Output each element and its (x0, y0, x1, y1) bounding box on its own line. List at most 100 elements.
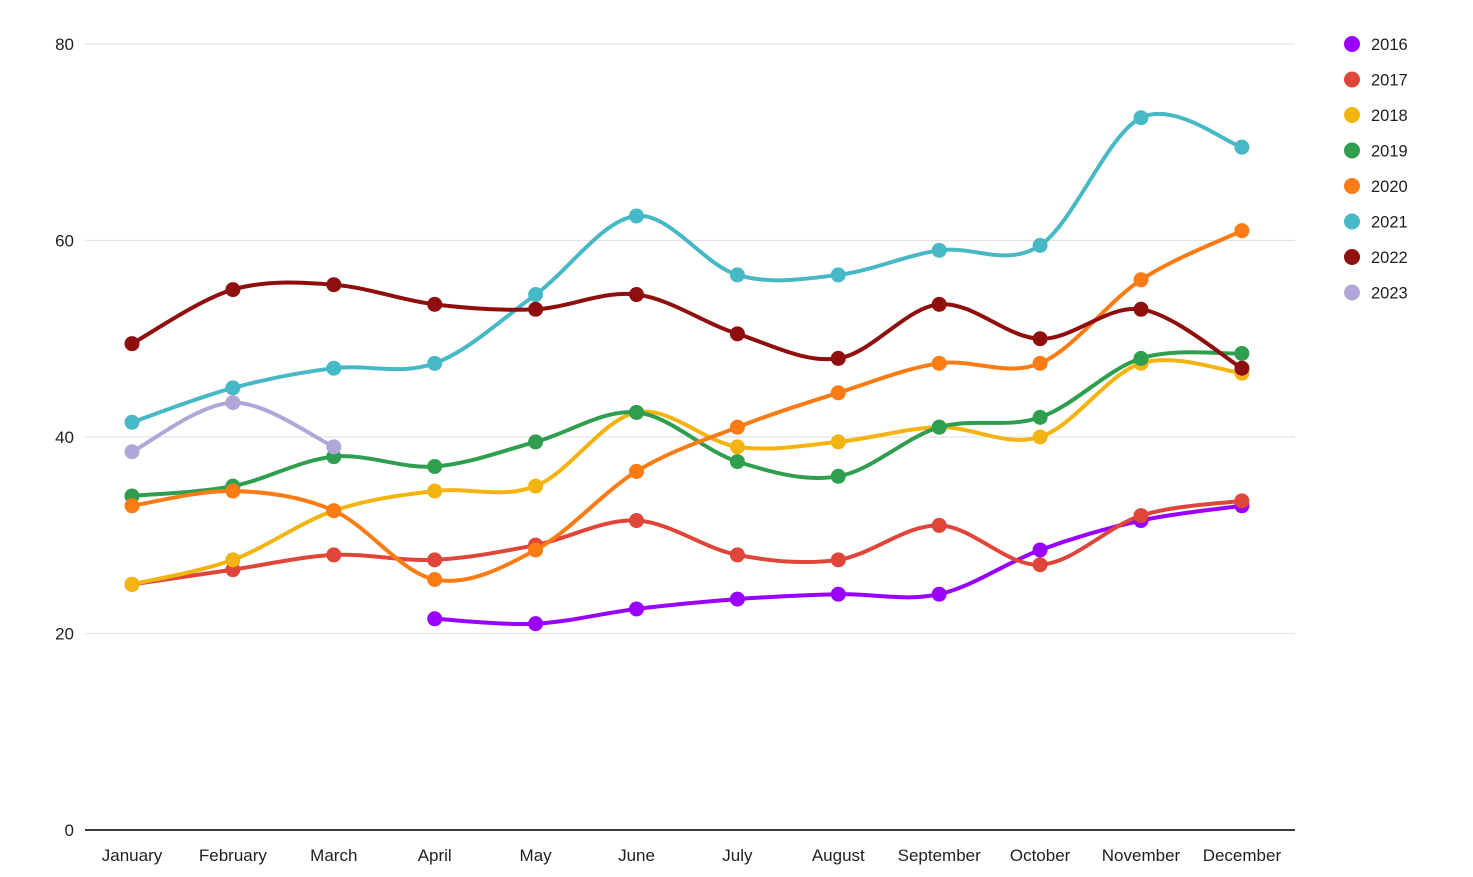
data-point-2019-april[interactable] (427, 458, 443, 474)
data-point-2022-october[interactable] (1032, 331, 1048, 347)
data-point-2020-november[interactable] (1133, 272, 1149, 288)
data-point-2019-may[interactable] (528, 434, 544, 450)
legend-item-2023[interactable]: 2023 (1344, 284, 1408, 303)
data-point-2021-january[interactable] (124, 414, 140, 430)
data-point-2021-october[interactable] (1032, 237, 1048, 253)
legend-item-2019[interactable]: 2019 (1344, 142, 1408, 161)
data-point-2017-september[interactable] (931, 517, 947, 533)
legend-item-2021[interactable]: 2021 (1344, 213, 1408, 232)
data-point-2019-october[interactable] (1032, 409, 1048, 425)
data-point-2017-april[interactable] (427, 552, 443, 568)
data-point-2022-september[interactable] (931, 296, 947, 312)
data-point-2021-july[interactable] (729, 267, 745, 283)
data-point-2019-november[interactable] (1133, 350, 1149, 366)
legend-label-2023: 2023 (1371, 285, 1408, 303)
x-tick-label-october: October (1010, 846, 1071, 865)
data-point-2016-june[interactable] (629, 601, 644, 617)
x-tick-label-march: March (310, 846, 357, 865)
data-point-2017-august[interactable] (830, 552, 846, 568)
y-tick-label: 80 (55, 35, 74, 54)
data-point-2020-march[interactable] (326, 503, 342, 519)
data-point-2018-october[interactable] (1032, 429, 1048, 445)
legend-swatch-2022 (1344, 249, 1360, 265)
data-point-2018-january[interactable] (124, 576, 140, 592)
data-point-2022-november[interactable] (1133, 301, 1149, 317)
y-tick-label: 20 (55, 625, 74, 644)
data-point-2018-august[interactable] (830, 434, 846, 450)
data-point-2018-april[interactable] (427, 483, 443, 499)
data-point-2020-may[interactable] (528, 542, 544, 558)
data-point-2016-april[interactable] (427, 611, 443, 627)
data-point-2016-may[interactable] (528, 616, 544, 632)
legend-label-2016: 2016 (1371, 36, 1408, 54)
data-point-2020-december[interactable] (1234, 223, 1250, 239)
data-point-2020-april[interactable] (427, 571, 443, 587)
data-point-2020-august[interactable] (830, 385, 846, 401)
data-point-2018-may[interactable] (528, 478, 544, 494)
data-point-2020-october[interactable] (1032, 355, 1048, 371)
data-point-2023-february[interactable] (225, 395, 241, 411)
data-point-2020-february[interactable] (225, 483, 241, 499)
data-point-2022-may[interactable] (528, 301, 544, 317)
data-point-2019-june[interactable] (629, 404, 644, 420)
data-point-2022-march[interactable] (326, 277, 342, 293)
legend-item-2016[interactable]: 2016 (1344, 36, 1408, 54)
data-point-2019-september[interactable] (931, 419, 947, 435)
data-point-2021-march[interactable] (326, 360, 342, 376)
data-point-2020-june[interactable] (629, 463, 644, 479)
data-point-2022-december[interactable] (1234, 360, 1250, 376)
data-point-2021-december[interactable] (1234, 139, 1250, 155)
x-tick-label-june: June (618, 846, 655, 865)
data-point-2020-january[interactable] (124, 498, 140, 514)
data-point-2021-april[interactable] (427, 355, 443, 371)
data-point-2020-july[interactable] (729, 419, 745, 435)
data-point-2023-march[interactable] (326, 439, 342, 455)
legend-item-2018[interactable]: 2018 (1344, 107, 1408, 125)
data-point-2018-july[interactable] (729, 439, 745, 455)
data-point-2022-august[interactable] (830, 350, 846, 366)
data-point-2021-november[interactable] (1133, 110, 1149, 126)
data-point-2019-august[interactable] (830, 468, 846, 484)
series-line-2017 (130, 498, 1244, 587)
data-point-2016-october[interactable] (1032, 542, 1048, 558)
legend-item-2020[interactable]: 2020 (1344, 178, 1408, 196)
legend-swatch-2017 (1344, 71, 1360, 88)
data-point-2022-july[interactable] (729, 326, 745, 342)
data-point-2016-august[interactable] (830, 586, 846, 602)
y-tick-label: 60 (55, 232, 74, 251)
data-point-2019-july[interactable] (729, 454, 745, 470)
data-point-2023-january[interactable] (124, 444, 140, 460)
x-tick-label-july: July (722, 846, 753, 865)
legend-swatch-2020 (1344, 178, 1360, 194)
data-point-2022-april[interactable] (427, 296, 443, 312)
data-point-2021-september[interactable] (931, 242, 947, 258)
data-point-2016-july[interactable] (729, 591, 745, 607)
data-point-2016-september[interactable] (931, 586, 947, 602)
data-point-2022-june[interactable] (629, 287, 644, 303)
legend-item-2022[interactable]: 2022 (1344, 249, 1408, 267)
legend-item-2017[interactable]: 2017 (1344, 71, 1408, 90)
data-point-2017-october[interactable] (1032, 557, 1048, 573)
data-point-2017-june[interactable] (629, 513, 644, 529)
series-line-2018 (130, 358, 1244, 587)
data-point-2021-august[interactable] (830, 267, 846, 283)
legend-label-2021: 2021 (1371, 214, 1408, 232)
data-point-2022-january[interactable] (124, 336, 140, 352)
data-point-2021-june[interactable] (629, 208, 644, 224)
data-point-2020-september[interactable] (931, 355, 947, 371)
data-point-2017-december[interactable] (1234, 493, 1250, 509)
data-point-2021-may[interactable] (528, 287, 544, 303)
data-point-2021-february[interactable] (225, 380, 241, 396)
data-point-2018-february[interactable] (225, 552, 241, 568)
legend-swatch-2023 (1344, 284, 1360, 301)
data-point-2017-november[interactable] (1133, 508, 1149, 524)
data-point-2022-february[interactable] (225, 282, 241, 298)
x-tick-label-january: January (102, 846, 163, 865)
legend-label-2020: 2020 (1371, 178, 1408, 196)
data-point-2019-december[interactable] (1234, 345, 1250, 361)
data-point-2017-march[interactable] (326, 547, 342, 563)
x-tick-label-may: May (520, 846, 553, 865)
series-line-2022 (130, 280, 1244, 371)
data-point-2017-july[interactable] (729, 547, 745, 563)
